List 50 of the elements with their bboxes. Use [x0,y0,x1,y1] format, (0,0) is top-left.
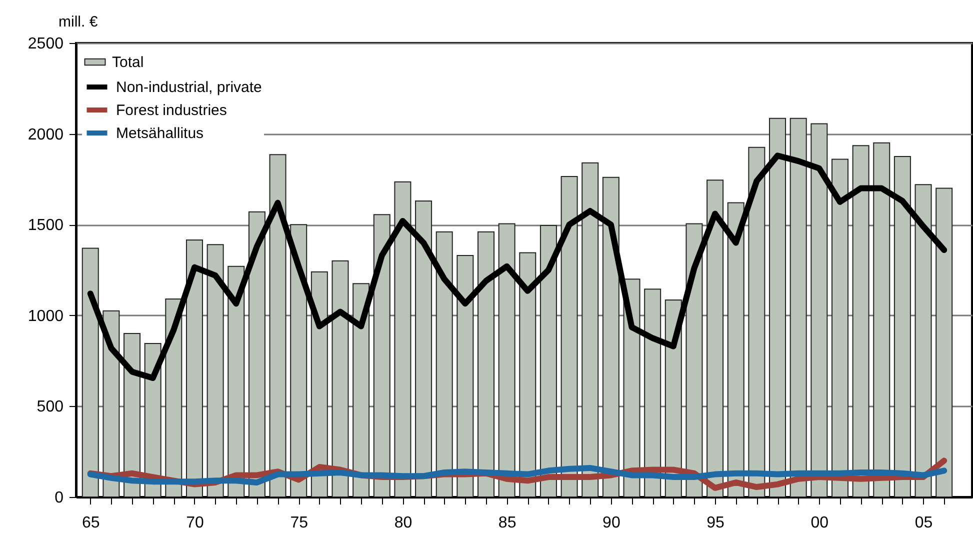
bar [186,240,203,498]
bar [852,145,870,498]
bar [436,231,453,498]
bar [269,154,286,498]
y-tick-label: 2000 [28,126,64,144]
bar [644,288,662,498]
bar [914,184,932,498]
bar [540,225,557,498]
bar [894,156,911,498]
y-tick-label: 0 [54,490,64,506]
bar [873,142,890,498]
bar [936,188,953,498]
bar [332,260,349,498]
x-tick-label: 90 [602,514,620,532]
x-tick-label: 05 [914,514,933,532]
bar [727,202,744,498]
y-tick-label: 1500 [28,217,64,234]
bar [82,248,99,498]
y-tick-label: 500 [36,398,64,416]
legend-label: Metsähallitus [116,125,204,142]
x-tick-label: 00 [810,514,829,532]
x-tick-label: 80 [394,514,412,532]
bar [790,118,807,498]
bar [706,180,724,498]
bar [394,181,412,498]
bar [478,231,494,498]
x-tick-label: 85 [498,514,516,532]
bar [456,254,474,498]
bar [769,118,786,498]
legend-label: Non-industrial, private [116,79,262,96]
x-tick-label: 70 [186,514,204,532]
bar [519,252,536,498]
bar [831,158,848,498]
bar [810,123,828,498]
x-tick-label: 75 [290,514,308,532]
legend-label: Total [112,54,144,71]
x-tick-label: 95 [706,514,725,532]
y-tick-label: 1000 [28,308,64,325]
x-tick-label: 65 [82,514,100,532]
y-tick-label: 2500 [28,36,64,52]
bar [498,223,516,498]
bar [373,214,390,498]
legend-label: Forest industries [116,102,227,119]
bar [602,176,620,498]
bar [582,162,599,498]
bar [748,146,766,498]
y-axis-title: mill. € [58,14,98,30]
bar [560,176,578,498]
bar [415,200,432,498]
bar [206,244,224,498]
